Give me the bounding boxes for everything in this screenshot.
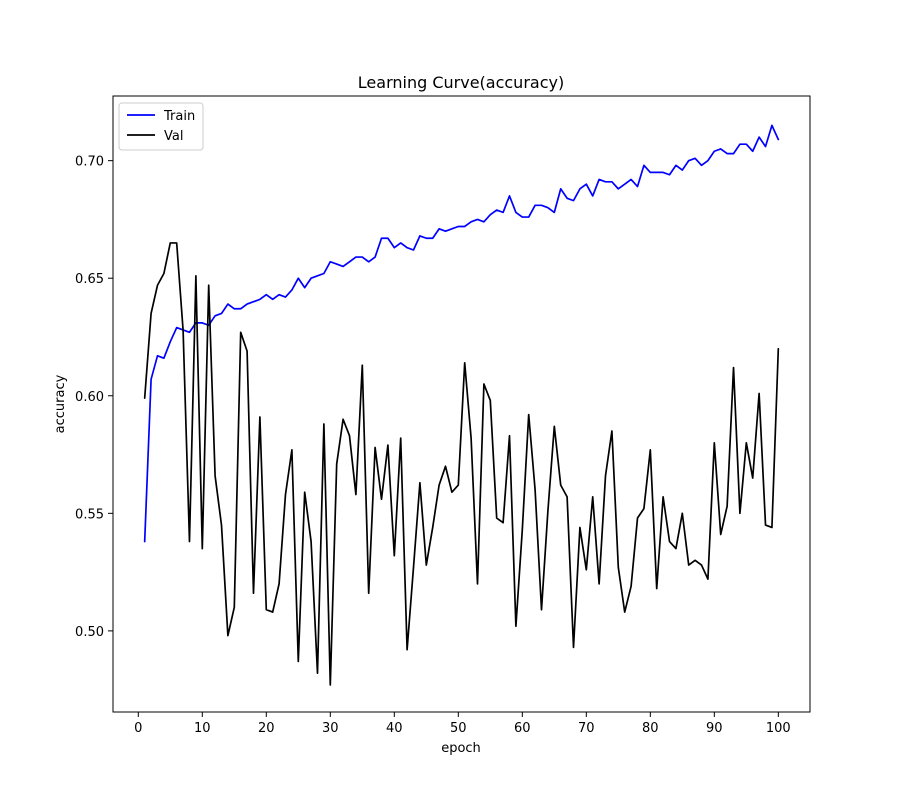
x-axis: 0 10 20 30 40 50 60 70 80 90 100 xyxy=(134,712,791,736)
y-axis: 0.50 0.55 0.60 0.65 0.70 xyxy=(75,155,113,640)
x-tick-label: 70 xyxy=(578,721,595,736)
plot-background xyxy=(113,96,810,712)
x-tick-label: 10 xyxy=(194,721,211,736)
x-tick-label: 40 xyxy=(386,721,403,736)
x-tick-label: 100 xyxy=(766,721,791,736)
plot-area xyxy=(112,95,811,713)
y-tick-label: 0.50 xyxy=(75,625,104,640)
y-tick-label: 0.65 xyxy=(75,272,104,287)
x-tick-label: 0 xyxy=(134,721,142,736)
x-tick-label: 50 xyxy=(450,721,467,736)
x-tick-label: 30 xyxy=(322,721,339,736)
legend-label-train: Train xyxy=(163,109,195,124)
x-axis-label: epoch xyxy=(441,741,481,756)
y-tick-label: 0.70 xyxy=(75,155,104,170)
x-tick-label: 60 xyxy=(514,721,531,736)
series-layer xyxy=(143,124,780,686)
y-tick-label: 0.55 xyxy=(75,507,104,522)
series-line-val xyxy=(143,242,780,686)
x-tick-label: 20 xyxy=(258,721,275,736)
series-line-train xyxy=(143,124,780,543)
chart-title: Learning Curve(accuracy) xyxy=(358,73,564,92)
legend: Train Val xyxy=(118,102,204,151)
y-axis-label: accuracy xyxy=(53,374,68,433)
x-tick-label: 80 xyxy=(642,721,659,736)
x-tick-label: 90 xyxy=(706,721,723,736)
legend-label-val: Val xyxy=(164,129,183,144)
y-tick-label: 0.60 xyxy=(75,390,104,405)
plot-frame xyxy=(112,95,811,713)
